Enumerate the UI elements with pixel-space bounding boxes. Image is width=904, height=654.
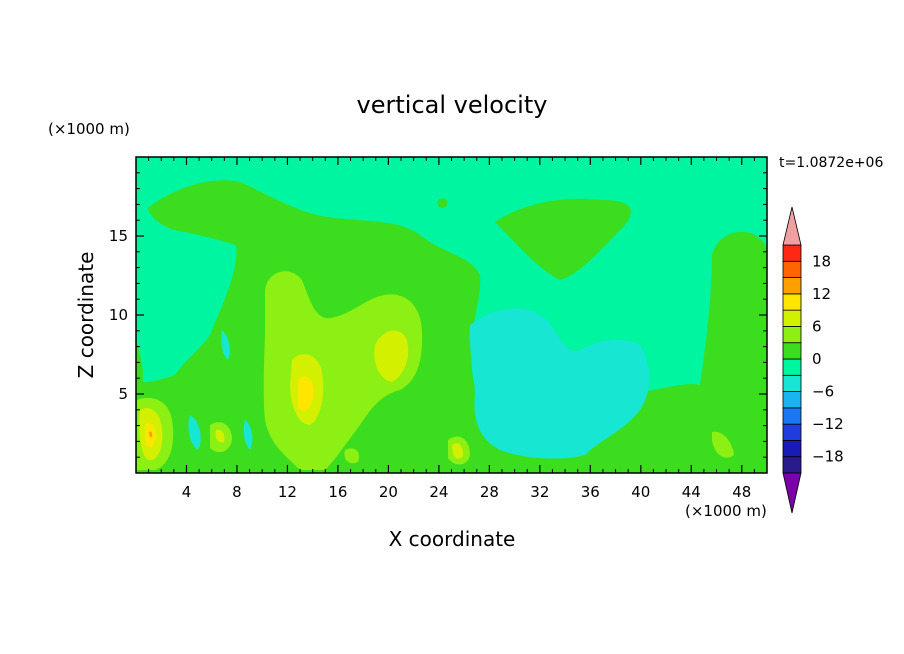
contour-region-neg3-0 (188, 415, 201, 450)
contour-region-6-9 (215, 429, 225, 443)
contour-region-6-9 (374, 330, 409, 382)
colorbar-segment (782, 423, 802, 441)
x-tick-label: 36 (581, 483, 600, 501)
contour-region-3-6 (712, 431, 734, 458)
x-tick-label: 24 (429, 483, 448, 501)
colorbar-tick-label: −12 (812, 415, 844, 433)
x-unit-label: (×1000 m) (685, 502, 767, 520)
colorbar-segment (782, 260, 802, 278)
plot-area (136, 157, 767, 473)
x-tick-label: 28 (480, 483, 499, 501)
contour-region-0-3 (656, 392, 767, 473)
colorbar-segment (782, 358, 802, 376)
chart-title: vertical velocity (357, 91, 548, 119)
colorbar-segment (782, 293, 802, 311)
x-tick-label: 8 (232, 483, 242, 501)
colorbar-over-triangle (782, 206, 802, 246)
colorbar-segment (782, 277, 802, 295)
contour-region-neg3-0 (221, 330, 230, 360)
x-tick-label: 20 (379, 483, 398, 501)
x-tick-label: 4 (182, 483, 192, 501)
y-tick-label: 5 (118, 385, 128, 403)
colorbar: 18 12 6 0 −6 −12 −18 (782, 206, 844, 514)
x-tick-label: 40 (631, 483, 650, 501)
colorbar-segment (782, 456, 802, 474)
contour-region-neg3-0 (469, 308, 650, 459)
colorbar-tick-label: 12 (812, 285, 831, 303)
y-tick-label: 15 (109, 227, 128, 245)
colorbar-segment (782, 309, 802, 327)
contour-region-0-3 (495, 198, 631, 280)
colorbar-tick-label: −18 (812, 448, 844, 466)
y-tick-label: 10 (109, 306, 128, 324)
colorbar-segment (782, 391, 802, 409)
x-axis: 4 8 12 16 20 24 28 32 36 40 44 48 (148, 157, 755, 501)
colorbar-segment (782, 440, 802, 458)
y-axis-label: Z coordinate (74, 252, 98, 379)
colorbar-tick-label: 18 (812, 252, 831, 270)
time-label: t=1.0872e+06 (779, 155, 883, 171)
colorbar-segment (782, 244, 802, 262)
x-tick-label: 44 (682, 483, 701, 501)
colorbar-tick-label: 0 (812, 350, 822, 368)
y-axis: 5 10 15 (109, 172, 767, 458)
colorbar-under-triangle (782, 472, 802, 514)
contour-region-9-12 (298, 376, 314, 412)
y-unit-label: (×1000 m) (48, 120, 130, 138)
contour-region-0-3 (437, 198, 448, 209)
x-tick-label: 12 (278, 483, 297, 501)
colorbar-segment (782, 342, 802, 360)
contour-region-0-3 (136, 340, 143, 390)
colorbar-segment (782, 374, 802, 392)
x-tick-label: 32 (530, 483, 549, 501)
contour-region-9-12 (149, 431, 153, 438)
contour-region-neg3-0 (243, 420, 253, 450)
contour-region-6-9 (452, 443, 464, 459)
colorbar-segment (782, 407, 802, 425)
contour-region-3-6 (344, 448, 360, 464)
x-axis-label: X coordinate (389, 527, 516, 551)
x-tick-label: 48 (732, 483, 751, 501)
colorbar-segment (782, 326, 802, 344)
x-tick-label: 16 (328, 483, 347, 501)
colorbar-tick-label: 6 (812, 317, 822, 335)
colorbar-tick-label: −6 (812, 383, 834, 401)
